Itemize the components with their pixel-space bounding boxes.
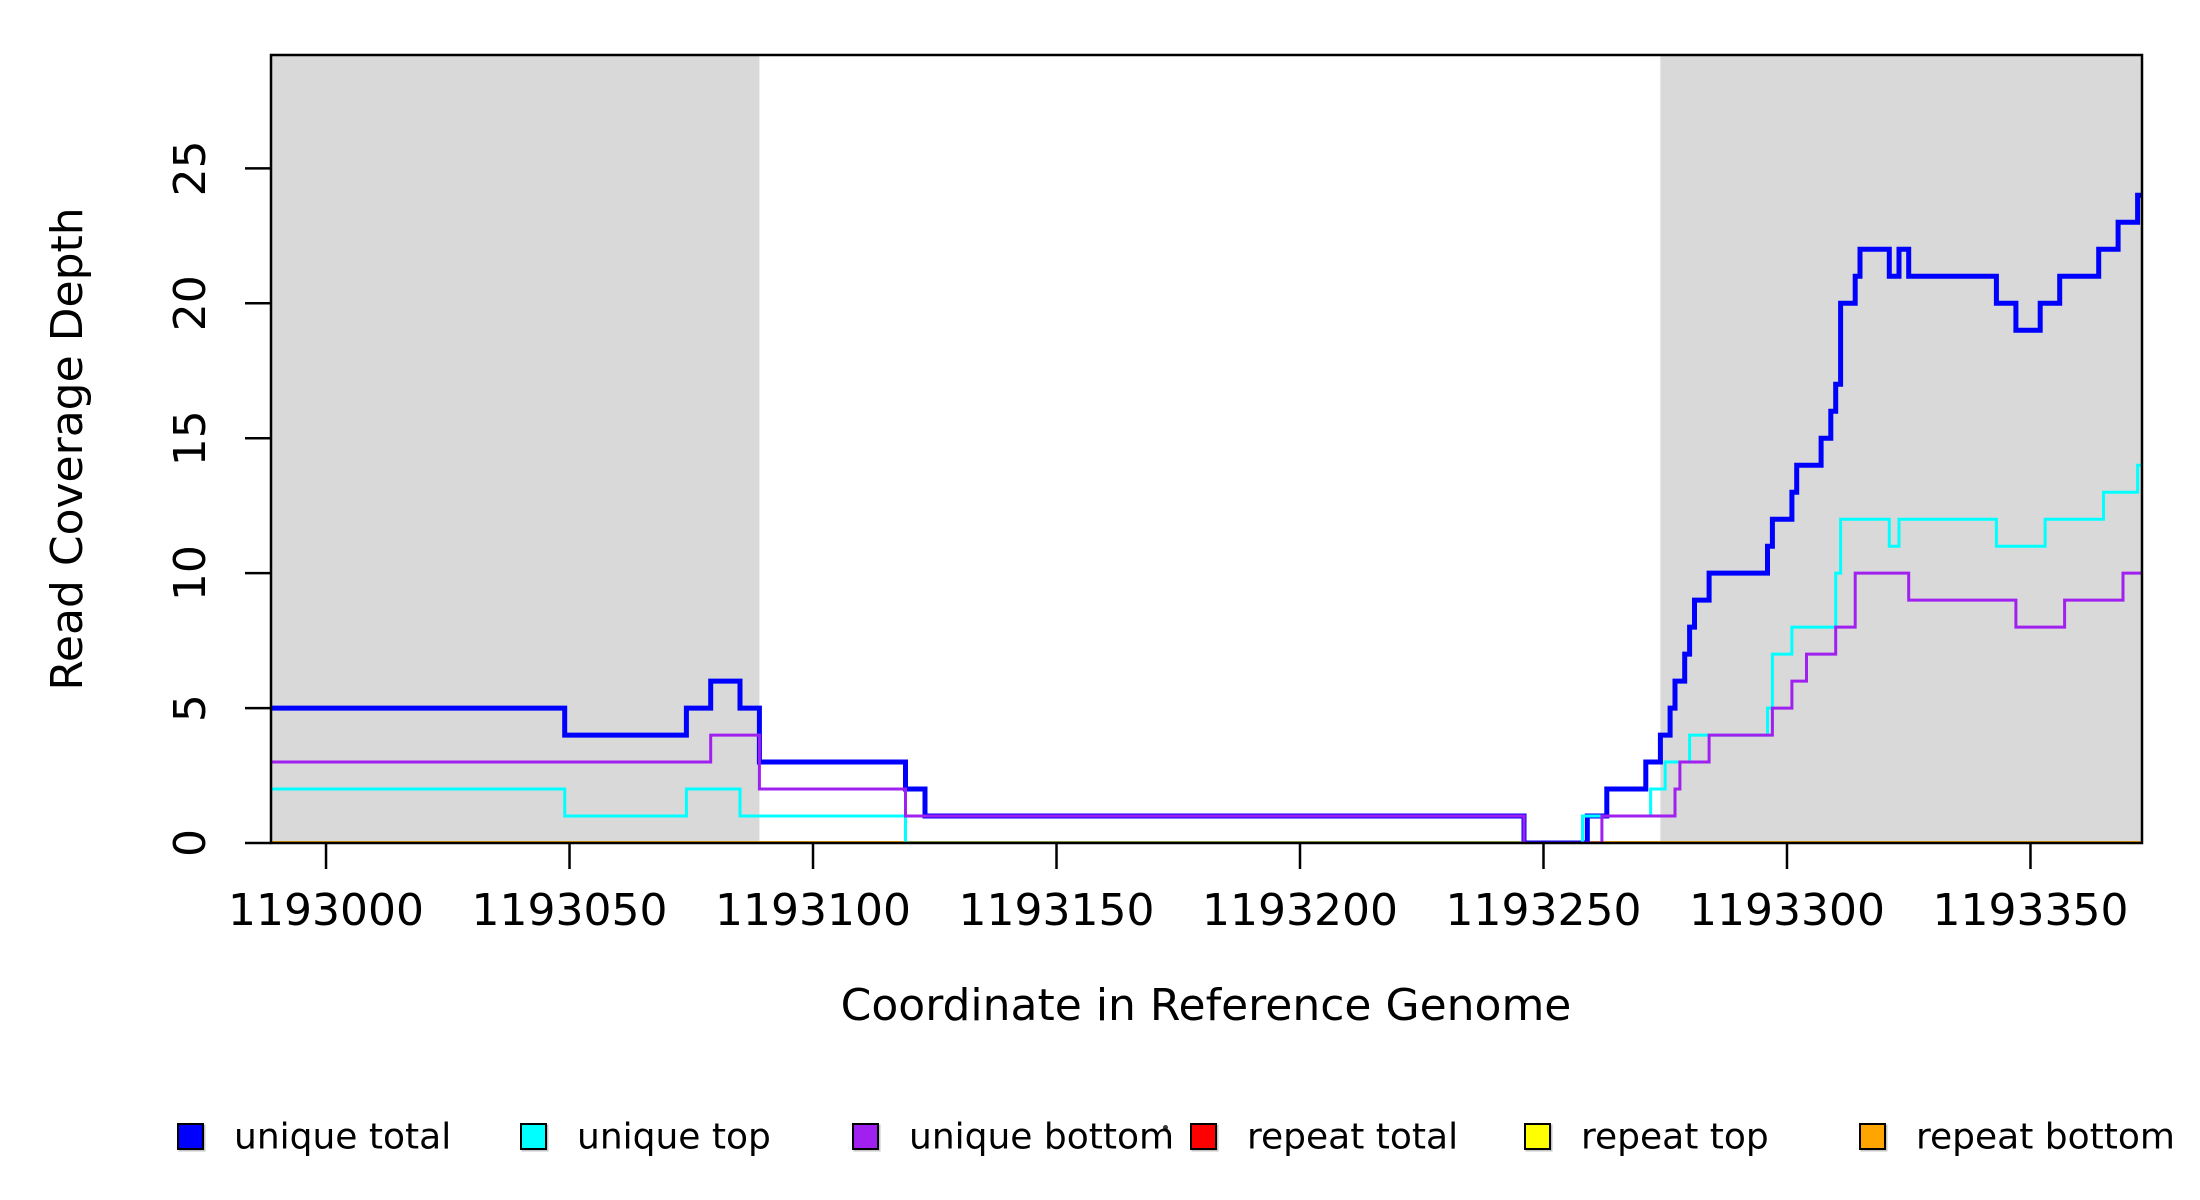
plot-box xyxy=(269,53,2144,845)
x-tick-label: 1193050 xyxy=(472,885,668,936)
x-tick-label: 1193300 xyxy=(1689,885,1885,936)
x-tick-label: 1193000 xyxy=(228,885,424,936)
series-path-unique-bottom xyxy=(271,571,2142,843)
y-tick-label: 10 xyxy=(165,545,216,601)
x-tick-label: 1193150 xyxy=(959,885,1155,936)
highlight-region xyxy=(1660,55,2142,843)
x-tick-label: 1193350 xyxy=(1932,885,2128,936)
series-path-unique-top xyxy=(271,463,2142,843)
y-tick-label: 25 xyxy=(165,140,216,196)
x-tick-label: 1193100 xyxy=(715,885,911,936)
y-tick-label: 0 xyxy=(165,829,216,857)
x-axis-title: Coordinate in Reference Genome xyxy=(841,980,1572,1031)
y-tick-label: 15 xyxy=(165,410,216,466)
x-tick-label: 1193200 xyxy=(1202,885,1398,936)
y-tick-label: 5 xyxy=(165,694,216,722)
highlight-region xyxy=(271,55,760,843)
y-axis-title: Read Coverage Depth xyxy=(42,207,93,690)
highlight-regions xyxy=(271,55,2142,843)
series-lines xyxy=(271,192,2142,843)
y-tick-label: 20 xyxy=(165,275,216,331)
series-path-unique-total xyxy=(271,192,2142,843)
x-tick-label: 1193250 xyxy=(1446,885,1642,936)
axes: 1193000 1193050 1193100 1193150 1193200 11932… xyxy=(165,140,2128,936)
